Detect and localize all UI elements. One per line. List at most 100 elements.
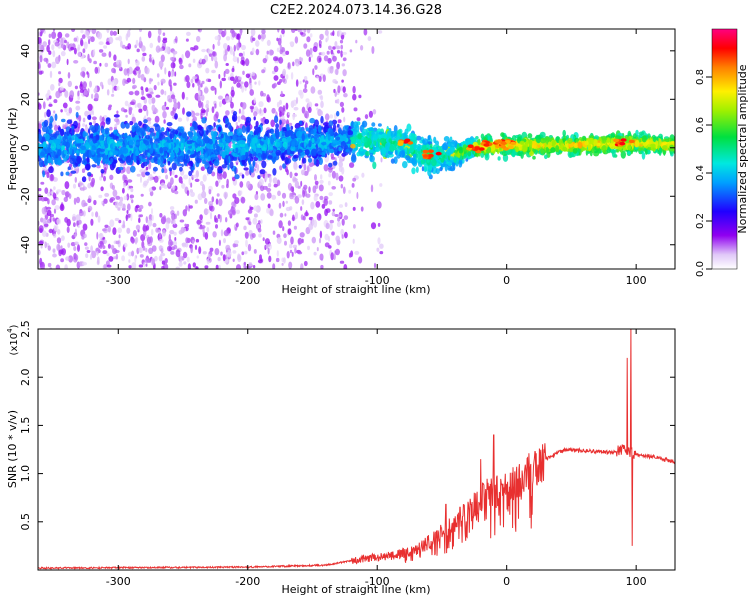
spectrogram-scatter-point bbox=[155, 94, 161, 98]
spectrogram-scatter-point bbox=[51, 61, 57, 69]
spectrogram-scatter-point bbox=[161, 104, 167, 111]
spectrogram-scatter-point bbox=[209, 212, 213, 220]
spectrogram-scatter-point bbox=[206, 226, 210, 233]
spectrogram-scatter-point bbox=[190, 191, 195, 197]
spectrogram-scatter-point bbox=[259, 254, 262, 261]
spectrogram-scatter-point bbox=[78, 219, 82, 225]
spectrogram-scatter-point bbox=[309, 53, 314, 58]
spectrogram-scatter-point bbox=[89, 80, 92, 88]
spectrogram-scatter-point bbox=[178, 230, 183, 235]
spectrogram-scatter-point bbox=[198, 90, 201, 97]
spectrogram-scatter-point bbox=[289, 249, 293, 254]
spectrogram-scatter-point bbox=[138, 108, 143, 113]
spectrogram-scatter-point bbox=[231, 201, 236, 207]
spectrogram-scatter-point bbox=[40, 181, 45, 185]
spectrogram-scatter-point bbox=[292, 61, 295, 67]
spectrogram-scatter-point bbox=[314, 65, 318, 70]
spectrogram-scatter-point bbox=[260, 219, 263, 224]
spectrogram-scatter-point bbox=[73, 47, 77, 55]
spectrogram-band-point bbox=[282, 127, 287, 132]
spectrogram-scatter-point bbox=[87, 72, 90, 79]
spectrogram-scatter-point bbox=[219, 214, 222, 223]
spectrogram-scatter-point bbox=[140, 171, 145, 177]
spectrogram-scatter-point bbox=[255, 48, 260, 56]
spectrogram-scatter-point bbox=[243, 250, 248, 255]
spectrogram-scatter-point bbox=[107, 225, 111, 233]
spectrogram-scatter-point bbox=[74, 176, 78, 183]
spectrogram-scatter-point bbox=[75, 105, 81, 111]
spectrogram-scatter-point bbox=[212, 51, 217, 58]
spectrogram-scatter-point bbox=[235, 209, 241, 215]
spectrogram-scatter-point bbox=[243, 261, 246, 266]
spectrogram-scatter-point bbox=[327, 180, 331, 186]
spectrogram-scatter-point bbox=[103, 198, 108, 204]
spectrogram-scatter-point bbox=[40, 266, 45, 269]
spectrogram-scatter-point bbox=[268, 49, 274, 56]
spectrogram-scatter-point bbox=[96, 251, 99, 256]
spectrogram-scatter-point bbox=[53, 233, 57, 238]
spectrogram-scatter-point bbox=[79, 83, 84, 90]
spectrogram-scatter-point bbox=[276, 47, 280, 52]
spectrogram-scatter-point bbox=[63, 196, 68, 202]
spectrogram-scatter-point bbox=[196, 35, 201, 43]
spectrogram-scatter-point bbox=[135, 224, 141, 231]
spectrogram-scatter-point bbox=[160, 66, 163, 70]
spectrogram-scatter-point bbox=[135, 39, 139, 47]
spectrogram-band-point bbox=[201, 117, 207, 124]
spectrogram-scatter-point bbox=[289, 171, 293, 179]
spectrogram-scatter-point bbox=[235, 226, 237, 231]
spectrogram-band-point bbox=[213, 122, 216, 128]
spectrogram-scatter-point bbox=[295, 79, 299, 87]
spectrogram-scatter-point bbox=[273, 82, 278, 88]
spectrogram-scatter-point bbox=[370, 222, 377, 230]
spectrogram-band-point bbox=[435, 168, 440, 175]
spectrogram-scatter-point bbox=[297, 237, 303, 245]
spectrogram-scatter-point bbox=[42, 230, 47, 237]
spectrogram-scatter-point bbox=[82, 261, 87, 266]
spectrogram-band-point bbox=[142, 161, 148, 167]
spectrogram-scatter-point bbox=[233, 44, 236, 52]
spectrogram-scatter-point bbox=[183, 174, 189, 180]
spectrogram-scatter-point bbox=[246, 180, 251, 189]
spectrogram-scatter-point bbox=[257, 259, 263, 264]
spectrogram-scatter-point bbox=[67, 72, 71, 79]
spectrogram-scatter-point bbox=[271, 107, 276, 114]
spectrogram-scatter-point bbox=[299, 80, 302, 85]
spectrogram-band-point bbox=[390, 158, 395, 164]
spectrogram-scatter-point bbox=[190, 245, 193, 254]
spectrogram-scatter-point bbox=[302, 190, 306, 198]
spectrogram-band-point bbox=[191, 166, 195, 171]
spectrogram-scatter-point bbox=[173, 82, 177, 86]
spectrogram-band-point bbox=[243, 167, 249, 171]
spectrogram-scatter-point bbox=[61, 235, 65, 241]
spectrogram-scatter-point bbox=[294, 36, 299, 44]
spectrogram-scatter-point bbox=[231, 86, 234, 91]
spectrogram-band-point bbox=[161, 168, 165, 174]
spectrogram-scatter-point bbox=[106, 264, 112, 268]
spectrogram-scatter-point bbox=[94, 93, 99, 101]
spectrogram-band-point bbox=[62, 136, 67, 142]
spectrogram-scatter-point bbox=[108, 36, 114, 44]
spectrogram-scatter-point bbox=[122, 220, 126, 228]
spectrogram-scatter-point bbox=[161, 265, 165, 269]
spectrogram-scatter-point bbox=[198, 100, 202, 109]
spectrogram-scatter-point bbox=[46, 206, 52, 210]
spectrogram-scatter-point bbox=[66, 226, 70, 233]
spectrogram-scatter-point bbox=[126, 210, 129, 214]
spectrogram-scatter-point bbox=[64, 264, 68, 269]
spectrogram-band-point bbox=[261, 160, 267, 169]
spectrogram-scatter-point bbox=[155, 227, 159, 233]
spectrogram-scatter-point bbox=[153, 175, 159, 183]
spectrogram-scatter-point bbox=[225, 63, 229, 66]
spectrogram-scatter-point bbox=[216, 172, 221, 180]
spectrogram-scatter-point bbox=[174, 237, 177, 242]
spectrogram-band-point bbox=[80, 145, 86, 151]
spectrogram-scatter-point bbox=[91, 29, 97, 35]
spectrogram-scatter-point bbox=[319, 179, 324, 184]
spectrogram-band-point bbox=[145, 171, 150, 176]
spectrogram-scatter-point bbox=[60, 245, 63, 250]
spectrogram-band-point bbox=[544, 154, 548, 160]
spectrogram-scatter-point bbox=[273, 183, 278, 188]
spectrogram-scatter-point bbox=[40, 245, 43, 249]
spectrogram-scatter-point bbox=[103, 175, 106, 182]
